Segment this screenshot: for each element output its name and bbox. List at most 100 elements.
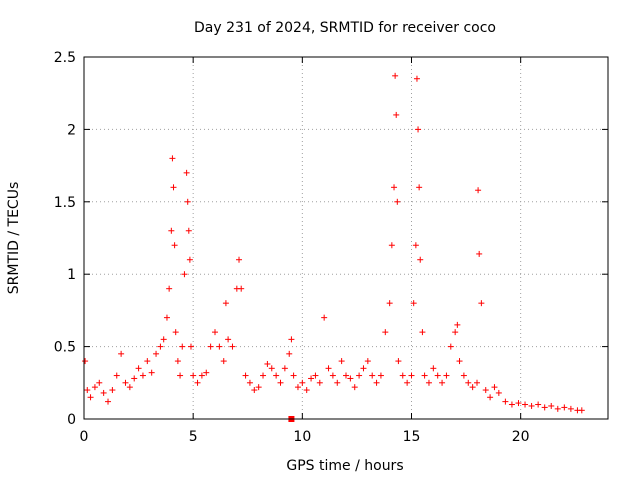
data-point	[281, 365, 288, 372]
data-point	[391, 184, 398, 191]
data-point	[260, 372, 267, 379]
data-point	[166, 285, 173, 292]
data-point	[417, 256, 424, 263]
data-point	[168, 227, 175, 234]
x-tick-label: 15	[403, 429, 421, 445]
data-point	[395, 358, 402, 365]
data-point	[105, 398, 112, 405]
data-point	[277, 379, 284, 386]
data-point	[153, 350, 160, 357]
data-point	[388, 242, 395, 249]
data-point	[229, 343, 236, 350]
data-point	[421, 372, 428, 379]
data-point	[548, 402, 555, 409]
data-point	[316, 379, 323, 386]
data-point	[84, 387, 91, 394]
data-point	[447, 343, 454, 350]
data-point	[456, 358, 463, 365]
data-point	[312, 372, 319, 379]
data-point	[382, 329, 389, 336]
data-point	[91, 384, 98, 391]
data-point	[334, 379, 341, 386]
data-point	[186, 256, 193, 263]
data-point	[126, 384, 133, 391]
data-point	[416, 184, 423, 191]
data-point	[144, 358, 151, 365]
y-tick-label: 2	[67, 122, 76, 138]
x-tick-label: 10	[293, 429, 311, 445]
data-point	[360, 365, 367, 372]
data-point	[412, 242, 419, 249]
data-point	[452, 329, 459, 336]
data-point	[386, 300, 393, 307]
data-point	[476, 250, 483, 257]
data-point	[487, 394, 494, 401]
data-point	[139, 372, 146, 379]
y-tick-label: 2.5	[54, 50, 76, 66]
data-point	[356, 372, 363, 379]
data-points	[82, 72, 585, 422]
y-axis-label: SRMTID / TECUs	[6, 182, 22, 295]
x-axis-label: GPS time / hours	[286, 458, 403, 474]
y-tick-label: 1.5	[54, 195, 76, 211]
data-point	[242, 372, 249, 379]
data-point	[522, 401, 529, 408]
y-tick-label: 1	[67, 267, 76, 283]
data-point	[329, 372, 336, 379]
data-point	[561, 404, 568, 411]
data-point	[508, 401, 515, 408]
data-point	[273, 372, 280, 379]
data-point	[410, 300, 417, 307]
data-point	[377, 372, 384, 379]
data-point	[351, 384, 358, 391]
data-point	[183, 169, 190, 176]
data-point	[286, 350, 293, 357]
data-point	[109, 387, 116, 394]
data-point	[185, 227, 192, 234]
data-point	[203, 369, 210, 376]
data-point	[169, 155, 176, 162]
data-point	[434, 372, 441, 379]
data-point	[502, 398, 509, 405]
data-point	[394, 198, 401, 205]
data-point	[528, 402, 535, 409]
data-point	[131, 375, 138, 382]
data-point	[288, 336, 295, 343]
tick-labels: 0 5 10 15 20 0 0.5 1 1.5 2 2.5	[54, 50, 530, 445]
data-point	[238, 285, 245, 292]
data-point	[541, 404, 548, 411]
data-point	[220, 358, 227, 365]
data-point	[122, 379, 129, 386]
data-point	[268, 365, 275, 372]
data-point	[554, 405, 561, 412]
data-point	[475, 187, 482, 194]
data-point	[393, 111, 400, 118]
y-tick-label: 0	[67, 412, 76, 428]
x-tick-label: 20	[512, 429, 530, 445]
data-point	[236, 256, 243, 263]
data-point	[373, 379, 380, 386]
data-point	[425, 379, 432, 386]
data-point	[321, 314, 328, 321]
data-point	[454, 321, 461, 328]
data-point	[495, 389, 502, 396]
data-point	[465, 379, 472, 386]
x-tick-label: 5	[189, 429, 198, 445]
data-point	[118, 350, 125, 357]
data-point	[299, 379, 306, 386]
data-point	[198, 372, 205, 379]
data-point	[419, 329, 426, 336]
chart-title: Day 231 of 2024, SRMTID for receiver coc…	[194, 20, 496, 36]
data-point	[460, 372, 467, 379]
data-point	[399, 372, 406, 379]
data-point	[325, 365, 332, 372]
data-point	[347, 375, 354, 382]
data-point	[364, 358, 371, 365]
data-point	[404, 379, 411, 386]
data-point	[190, 372, 197, 379]
data-point	[163, 314, 170, 321]
data-point	[160, 336, 167, 343]
data-point	[443, 372, 450, 379]
data-point	[212, 329, 218, 336]
